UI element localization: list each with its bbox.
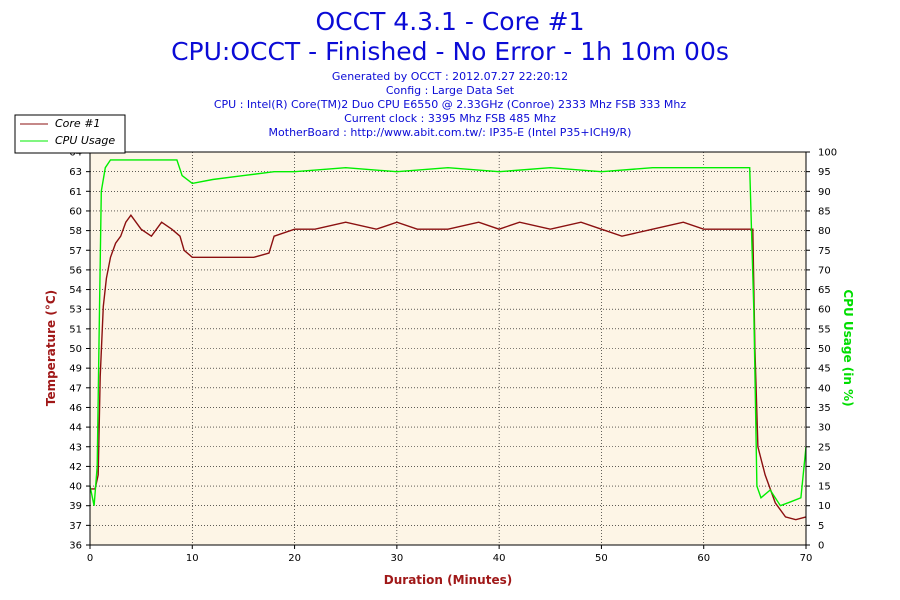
x-tick-label: 60	[697, 553, 710, 564]
y2-tick-label: 15	[818, 482, 831, 493]
y-tick-label: 36	[69, 541, 82, 552]
y-tick-label: 44	[69, 423, 82, 434]
y2-tick-label: 55	[818, 324, 831, 335]
y2-tick-label: 5	[818, 521, 824, 532]
info-line-clock: Current clock : 3395 Mhz FSB 485 Mhz	[344, 112, 556, 125]
x-axis-label-duration: Duration (Minutes)	[384, 573, 512, 587]
series-line-core	[90, 214, 807, 521]
series-group	[89, 159, 807, 521]
tick-group: 0510152025303540455055606570758085909510…	[69, 148, 837, 565]
y-tick-label: 56	[69, 265, 82, 276]
chart-subtitle: CPU:OCCT - Finished - No Error - 1h 10m …	[171, 37, 729, 66]
y2-tick-label: 65	[818, 285, 831, 296]
y-tick-label: 51	[69, 324, 82, 335]
legend-label-core: Core #1	[55, 117, 100, 130]
info-line-motherboard: MotherBoard : http://www.abit.com.tw/: I…	[269, 126, 632, 139]
y-tick-label: 58	[69, 226, 82, 237]
y2-tick-label: 60	[818, 305, 831, 316]
y-tick-label: 40	[69, 482, 82, 493]
y-tick-label: 49	[69, 364, 82, 375]
y2-tick-label: 80	[818, 226, 831, 237]
y-tick-label: 61	[69, 187, 82, 198]
y2-tick-label: 20	[818, 462, 831, 473]
x-tick-label: 10	[186, 553, 199, 564]
legend: Core #1 CPU Usage	[14, 114, 126, 154]
x-tick-label: 20	[288, 553, 301, 564]
y-axis-label-temperature: Temperature (°C)	[44, 290, 58, 406]
y2-tick-label: 45	[818, 364, 831, 375]
y2-tick-label: 0	[818, 541, 824, 552]
y-tick-label: 47	[69, 383, 82, 394]
y2-tick-label: 10	[818, 501, 831, 512]
y2-tick-label: 90	[818, 187, 831, 198]
x-tick-label: 40	[493, 553, 506, 564]
series-line-cpu-usage	[89, 159, 807, 507]
y2-tick-label: 35	[818, 403, 831, 414]
y-tick-label: 43	[69, 442, 82, 453]
y-tick-label: 42	[69, 462, 82, 473]
y2-tick-label: 75	[818, 246, 831, 257]
y2-tick-label: 50	[818, 344, 831, 355]
y2-tick-label: 40	[818, 383, 831, 394]
plot-frame	[89, 151, 807, 546]
y-tick-label: 60	[69, 206, 82, 217]
y2-axis-label-cpu-usage: CPU Usage (in %)	[841, 289, 855, 406]
legend-box	[14, 114, 126, 154]
y2-tick-label: 100	[818, 148, 837, 159]
y-tick-label: 57	[69, 246, 82, 257]
grid-lines	[90, 152, 806, 545]
y2-tick-label: 30	[818, 423, 831, 434]
legend-label-cpu-usage: CPU Usage	[55, 134, 115, 147]
y-tick-label: 37	[69, 521, 82, 532]
info-line-config: Config : Large Data Set	[386, 84, 515, 97]
y-tick-label: 54	[69, 285, 82, 296]
y-tick-label: 63	[69, 167, 82, 178]
info-line-generated: Generated by OCCT : 2012.07.27 22:20:12	[332, 70, 568, 83]
info-line-cpu: CPU : Intel(R) Core(TM)2 Duo CPU E6550 @…	[214, 98, 686, 111]
x-tick-label: 0	[87, 553, 93, 564]
chart-title: OCCT 4.3.1 - Core #1	[316, 7, 585, 36]
y-tick-label: 53	[69, 305, 82, 316]
x-tick-label: 30	[390, 553, 403, 564]
x-tick-label: 70	[800, 553, 813, 564]
y-tick-label: 39	[69, 501, 82, 512]
y2-tick-label: 70	[818, 265, 831, 276]
y-tick-label: 50	[69, 344, 82, 355]
y2-tick-label: 95	[818, 167, 831, 178]
y2-tick-label: 85	[818, 206, 831, 217]
y2-tick-label: 25	[818, 442, 831, 453]
x-tick-label: 50	[595, 553, 608, 564]
y-tick-label: 46	[69, 403, 82, 414]
